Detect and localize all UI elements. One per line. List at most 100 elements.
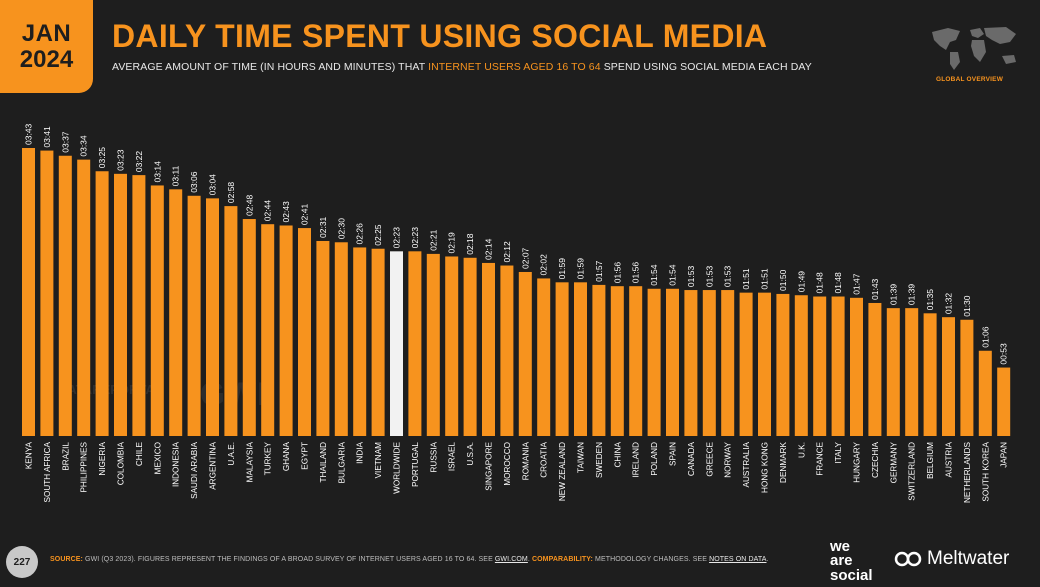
bar-south-africa [40, 150, 54, 437]
category-label: SWITZERLAND [908, 442, 917, 501]
world-map-icon [932, 27, 1016, 70]
category-label: HUNGARY [853, 441, 862, 482]
bar-austria [942, 317, 955, 436]
category-label: AUSTRIA [945, 441, 954, 477]
category-label: CHILE [135, 441, 144, 466]
bar-russia [426, 253, 440, 436]
comparability-link[interactable]: NOTES ON DATA [709, 556, 767, 563]
category-label: CROATIA [540, 441, 549, 477]
subtitle-pre: AVERAGE AMOUNT OF TIME (IN HOURS AND MIN… [112, 61, 429, 73]
value-label: 02:58 [226, 182, 236, 204]
bar-bulgaria [334, 242, 348, 436]
category-label: EGYPT [301, 442, 310, 470]
meltwater-icon [894, 551, 922, 567]
category-label: PORTUGAL [411, 442, 420, 487]
bar-colombia [114, 173, 127, 436]
bar-germany [886, 308, 900, 436]
category-label: MOROCCO [503, 442, 512, 486]
bar-norway [721, 290, 735, 436]
bar-indonesia [169, 189, 183, 436]
category-label: ROMANIA [521, 441, 530, 480]
bar-croatia [537, 278, 551, 436]
category-label: MEXICO [153, 442, 162, 474]
bar-argentina [206, 198, 219, 436]
category-label: NORWAY [724, 441, 733, 477]
bar-philippines [77, 159, 91, 436]
category-label: SWEDEN [595, 442, 604, 478]
bar-nigeria [95, 171, 109, 436]
value-label: 01:39 [888, 284, 898, 306]
category-label: HONG KONG [761, 442, 770, 493]
bar-denmark [776, 293, 790, 436]
value-label: 03:34 [79, 135, 89, 157]
source-text: GWI (Q3 2023). FIGURES REPRESENT THE FIN… [82, 556, 495, 563]
value-label: 02:41 [300, 204, 310, 226]
value-label: 01:54 [668, 264, 678, 286]
bar-china [610, 286, 624, 436]
value-label: 03:06 [189, 171, 199, 193]
value-label: 02:48 [244, 194, 254, 216]
bar-malaysia [242, 219, 256, 436]
value-label: 01:35 [925, 289, 935, 311]
value-label: 01:43 [870, 278, 880, 300]
category-label: CZECHIA [871, 441, 880, 477]
bar-switzerland [905, 308, 919, 436]
bar-south-korea [978, 350, 992, 436]
value-label: 01:59 [576, 258, 586, 280]
category-label: NETHERLANDS [963, 441, 972, 503]
value-label: 01:39 [907, 284, 917, 306]
value-label: 01:32 [944, 293, 954, 315]
value-label: 01:30 [962, 295, 972, 317]
value-label: 01:51 [760, 268, 770, 290]
value-label: 02:23 [410, 227, 420, 249]
bar-chart: 03:43 KENYA 03:41 SOUTH AFRICA 03:37 BRAZIL 03… [22, 123, 1011, 503]
value-label: 01:50 [778, 269, 788, 291]
footer-source: SOURCE: GWI (Q3 2023). FIGURES REPRESENT… [50, 556, 769, 563]
date-year: 2024 [19, 45, 74, 73]
category-label: KENYA [25, 441, 34, 469]
bar-belgium [923, 313, 937, 436]
category-label: U.K. [797, 442, 806, 458]
category-label: BELGIUM [926, 442, 935, 479]
value-label: 02:02 [539, 254, 549, 276]
bar-new-zealand [555, 282, 569, 436]
source-link[interactable]: GWI.COM [494, 556, 528, 563]
chart-title: DAILY TIME SPENT USING SOCIAL MEDIA [112, 18, 768, 54]
category-label: TAIWAN [577, 442, 586, 473]
bar-ghana [279, 225, 293, 436]
category-label: DENMARK [779, 441, 788, 482]
bar-israel [445, 256, 459, 436]
category-label: SAUDI ARABIA [190, 441, 199, 498]
category-label: COLOMBIA [117, 441, 126, 485]
value-label: 02:43 [281, 201, 291, 223]
bar-brazil [58, 155, 72, 436]
value-label: 02:12 [502, 241, 512, 263]
category-label: INDIA [356, 441, 365, 463]
bar-canada [684, 290, 698, 436]
bar-czechia [868, 302, 882, 436]
value-label: 03:11 [171, 165, 181, 186]
bar-kenya [22, 148, 35, 436]
bar-u-s-a- [463, 257, 477, 436]
value-label: 01:56 [631, 262, 641, 284]
bar-hungary [850, 297, 863, 436]
bar-romania [518, 271, 532, 436]
bar-singapore [482, 262, 495, 436]
category-label: NEW ZEALAND [558, 442, 567, 501]
value-label: 02:07 [520, 247, 530, 269]
value-label: 01:54 [649, 264, 659, 286]
value-label: 03:41 [42, 126, 52, 148]
subtitle-post: SPEND USING SOCIAL MEDIA EACH DAY [600, 61, 812, 73]
value-label: 01:06 [980, 326, 990, 348]
value-label: 01:59 [557, 258, 567, 280]
category-label: GREECE [705, 441, 714, 476]
value-label: 00:53 [999, 343, 1009, 365]
value-label: 03:25 [97, 147, 107, 169]
category-label: ARGENTINA [209, 441, 218, 489]
bar-poland [647, 288, 661, 436]
comparability-text: METHODOLOGY CHANGES. SEE [593, 556, 710, 563]
category-label: INDONESIA [172, 441, 181, 487]
category-label: NIGERIA [98, 441, 107, 475]
comparability-label: COMPARABILITY: [531, 556, 593, 563]
category-label: FRANCE [816, 441, 825, 475]
